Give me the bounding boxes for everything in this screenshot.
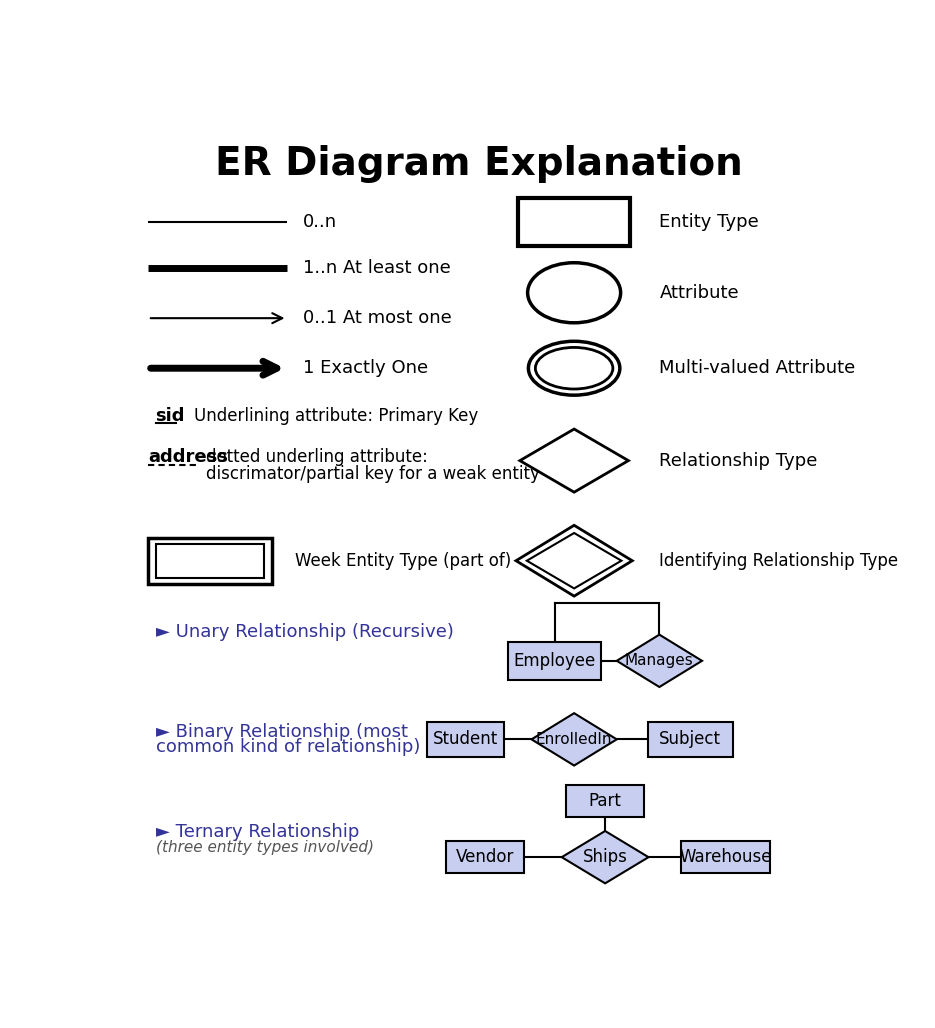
Text: discrimator/partial key for a weak entity: discrimator/partial key for a weak entit…: [206, 465, 539, 483]
Text: common kind of relationship): common kind of relationship): [155, 738, 420, 756]
Text: Underlining attribute: Primary Key: Underlining attribute: Primary Key: [194, 407, 479, 425]
Text: Vendor: Vendor: [456, 848, 514, 867]
Polygon shape: [526, 533, 622, 588]
Polygon shape: [617, 634, 702, 687]
Text: Identifying Relationship Type: Identifying Relationship Type: [659, 552, 899, 570]
Text: (three entity types involved): (three entity types involved): [155, 840, 374, 854]
Text: Attribute: Attribute: [659, 284, 739, 302]
FancyBboxPatch shape: [518, 198, 630, 246]
Text: ► Ternary Relationship: ► Ternary Relationship: [155, 822, 359, 841]
Text: Entity Type: Entity Type: [659, 213, 759, 231]
Text: EnrolledIn: EnrolledIn: [536, 732, 612, 747]
Text: ER Diagram Explanation: ER Diagram Explanation: [215, 145, 743, 183]
Text: Multi-valued Attribute: Multi-valued Attribute: [659, 359, 856, 377]
Text: Warehouse: Warehouse: [679, 848, 771, 867]
Ellipse shape: [527, 263, 621, 323]
Text: 0..1 At most one: 0..1 At most one: [303, 309, 452, 327]
Text: 1..n At least one: 1..n At least one: [303, 259, 451, 278]
FancyBboxPatch shape: [148, 538, 272, 584]
Polygon shape: [531, 713, 617, 766]
Text: Ships: Ships: [583, 848, 627, 867]
Text: Employee: Employee: [513, 652, 596, 670]
Text: Week Entity Type (part of): Week Entity Type (part of): [295, 552, 511, 570]
FancyBboxPatch shape: [446, 841, 524, 874]
Text: Relationship Type: Relationship Type: [659, 451, 818, 470]
Text: Part: Part: [589, 792, 622, 810]
Text: Subject: Subject: [659, 730, 722, 748]
Polygon shape: [516, 525, 632, 596]
FancyBboxPatch shape: [427, 722, 504, 757]
Text: dotted underling attribute:: dotted underling attribute:: [206, 448, 428, 466]
Ellipse shape: [536, 347, 612, 389]
Text: 0..n: 0..n: [303, 213, 337, 231]
FancyBboxPatch shape: [567, 784, 644, 817]
Text: ► Unary Relationship (Recursive): ► Unary Relationship (Recursive): [155, 623, 453, 640]
Polygon shape: [520, 429, 628, 492]
Text: address: address: [148, 448, 228, 466]
Text: sid: sid: [155, 407, 185, 425]
Text: Student: Student: [433, 730, 498, 748]
FancyBboxPatch shape: [155, 544, 264, 578]
Text: 1 Exactly One: 1 Exactly One: [303, 359, 428, 377]
FancyBboxPatch shape: [681, 841, 770, 874]
Polygon shape: [562, 831, 649, 883]
Text: ► Binary Relationship (most: ► Binary Relationship (most: [155, 723, 408, 740]
FancyBboxPatch shape: [509, 641, 601, 681]
Ellipse shape: [528, 341, 620, 395]
FancyBboxPatch shape: [648, 722, 733, 757]
Text: Manages: Manages: [625, 654, 694, 668]
